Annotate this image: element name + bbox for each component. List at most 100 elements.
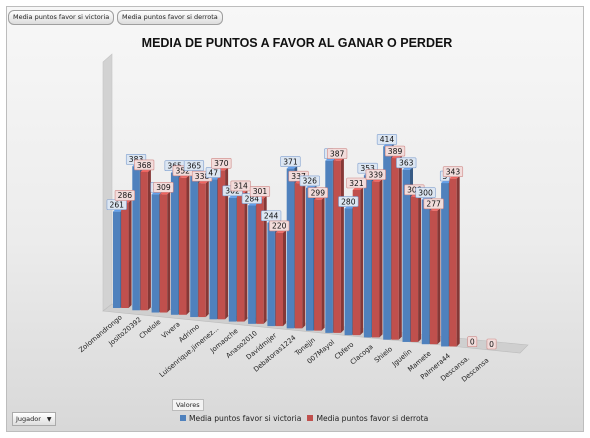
bars-layer — [113, 143, 460, 347]
data-label-box-derrota-10 — [307, 187, 328, 199]
data-label-box-victoria-15 — [396, 157, 417, 169]
data-label-victoria-5: 47 — [208, 168, 218, 177]
bar-derrota-11 — [333, 160, 341, 333]
bar-victoria-7 — [248, 205, 256, 324]
bar-victoria-14 — [383, 146, 391, 340]
data-label-victoria-0: 261 — [110, 200, 125, 209]
jugador-filter-button[interactable]: Jugador ▼ — [12, 412, 56, 426]
bar-victoria-3 — [170, 172, 179, 315]
bar-derrota-6 — [236, 192, 245, 322]
data-label-derrota-17: 343 — [446, 167, 461, 176]
data-label-box-derrota-5 — [211, 157, 232, 169]
bar-victoria-5 — [209, 179, 217, 320]
data-label-box-derrota-18 — [467, 336, 478, 348]
bar-side-derrota-10 — [321, 196, 325, 331]
bar-victoria-9 — [286, 168, 295, 329]
data-label-derrota-13: 339 — [369, 170, 384, 179]
bar-side-derrota-4 — [205, 180, 209, 318]
data-label-derrota-5: 370 — [214, 159, 229, 168]
bar-victoria-15 — [402, 169, 410, 342]
bar-derrota-12 — [352, 189, 361, 336]
bar-derrota-17 — [449, 178, 457, 347]
chart-title: MEDIA DE PUNTOS A FAVOR AL GANAR O PERDE… — [142, 36, 453, 50]
legend-swatch-derrota — [307, 415, 314, 421]
data-label-derrota-10: 299 — [311, 189, 326, 198]
data-label-box-derrota-7 — [249, 186, 271, 197]
field-button-victoria[interactable]: Media puntos favor si victoria — [8, 10, 115, 25]
legend-item-victoria: Media puntos favor si victoria — [180, 414, 301, 423]
bar-victoria-17 — [441, 183, 449, 347]
bar-side-derrota-15 — [418, 193, 422, 342]
bar-derrota-2 — [159, 194, 168, 313]
data-labels-layer: 2612863833683309365352365338473703023142… — [106, 134, 497, 350]
bar-derrota-5 — [217, 170, 226, 320]
bar-side-derrota-6 — [244, 189, 248, 322]
data-label-derrota-18: 0 — [470, 338, 475, 347]
bar-victoria-8 — [267, 222, 275, 327]
data-label-derrota-15: 306 — [407, 186, 422, 195]
bar-side-derrota-7 — [263, 195, 267, 324]
data-label-box-derrota-11 — [327, 148, 348, 159]
data-label-box-derrota-13 — [365, 169, 386, 180]
legend-label-derrota: Media puntos favor si derrota — [316, 413, 429, 423]
bar-derrota-4 — [198, 183, 206, 318]
data-label-victoria-1: 383 — [129, 155, 144, 164]
bar-victoria-10 — [306, 187, 314, 331]
data-label-derrota-11: 387 — [330, 149, 345, 158]
data-label-derrota-1: 368 — [137, 161, 152, 170]
data-label-box-derrota-16 — [423, 198, 444, 210]
data-label-derrota-4: 338 — [195, 172, 210, 181]
bar-side-derrota-16 — [437, 207, 441, 345]
bar-derrota-14 — [391, 158, 399, 340]
side-wall — [102, 53, 113, 312]
bar-victoria-1 — [132, 166, 140, 311]
data-label-box-victoria-16 — [415, 187, 436, 198]
data-label-derrota-14: 389 — [388, 147, 403, 156]
bar-side-derrota-1 — [147, 168, 151, 311]
data-label-victoria-4: 365 — [187, 161, 202, 170]
data-label-derrota-7: 301 — [253, 187, 268, 196]
data-label-victoria-15: 363 — [399, 159, 414, 168]
legend-item-derrota: Media puntos favor si derrota — [307, 414, 428, 423]
bar-victoria-12 — [344, 208, 353, 336]
data-label-box-victoria-4 — [183, 160, 205, 171]
data-label-victoria-10: 326 — [303, 177, 318, 186]
field-button-derrota[interactable]: Media puntos favor si derrota — [117, 10, 223, 25]
bar-victoria-4 — [190, 172, 198, 318]
values-field-button[interactable]: Valores — [172, 399, 204, 411]
data-label-box-derrota-19 — [486, 338, 497, 350]
data-label-victoria-16: 300 — [418, 188, 433, 197]
bar-derrota-15 — [410, 196, 419, 342]
data-label-box-derrota-17 — [442, 166, 464, 177]
data-label-derrota-12: 321 — [349, 179, 364, 188]
bar-side-derrota-3 — [186, 174, 190, 315]
bar-derrota-10 — [314, 199, 322, 331]
bar-side-derrota-8 — [283, 229, 286, 327]
bar-victoria-13 — [363, 175, 372, 338]
data-label-derrota-16: 277 — [426, 200, 441, 209]
data-label-victoria-14: 414 — [380, 135, 395, 144]
bar-victoria-16 — [421, 199, 430, 345]
data-label-derrota-2: 309 — [156, 183, 171, 192]
bar-side-derrota-13 — [379, 178, 383, 338]
legend-swatch-victoria — [180, 415, 186, 421]
bar-derrota-9 — [294, 183, 303, 329]
data-label-derrota-6: 314 — [233, 182, 248, 191]
data-label-victoria-13: 353 — [360, 164, 375, 173]
bar-side-derrota-12 — [360, 186, 364, 336]
bar-victoria-2 — [151, 194, 160, 313]
legend-label-victoria: Media puntos favor si victoria — [189, 413, 302, 423]
data-label-box-derrota-8 — [269, 220, 290, 232]
jugador-filter-label: Jugador — [16, 415, 41, 423]
bar-derrota-7 — [256, 198, 264, 324]
bar-derrota-8 — [275, 232, 283, 327]
data-label-box-derrota-14 — [384, 145, 406, 157]
data-label-victoria-7: 284 — [245, 194, 260, 203]
data-label-derrota-9: 337 — [291, 172, 306, 181]
bar-side-derrota-5 — [225, 167, 229, 320]
data-label-box-victoria-12 — [338, 196, 359, 207]
dropdown-arrow-icon: ▼ — [46, 416, 52, 423]
bar-side-derrota-0 — [128, 199, 132, 308]
bar-victoria-11 — [325, 160, 333, 333]
data-label-box-derrota-12 — [346, 177, 367, 189]
